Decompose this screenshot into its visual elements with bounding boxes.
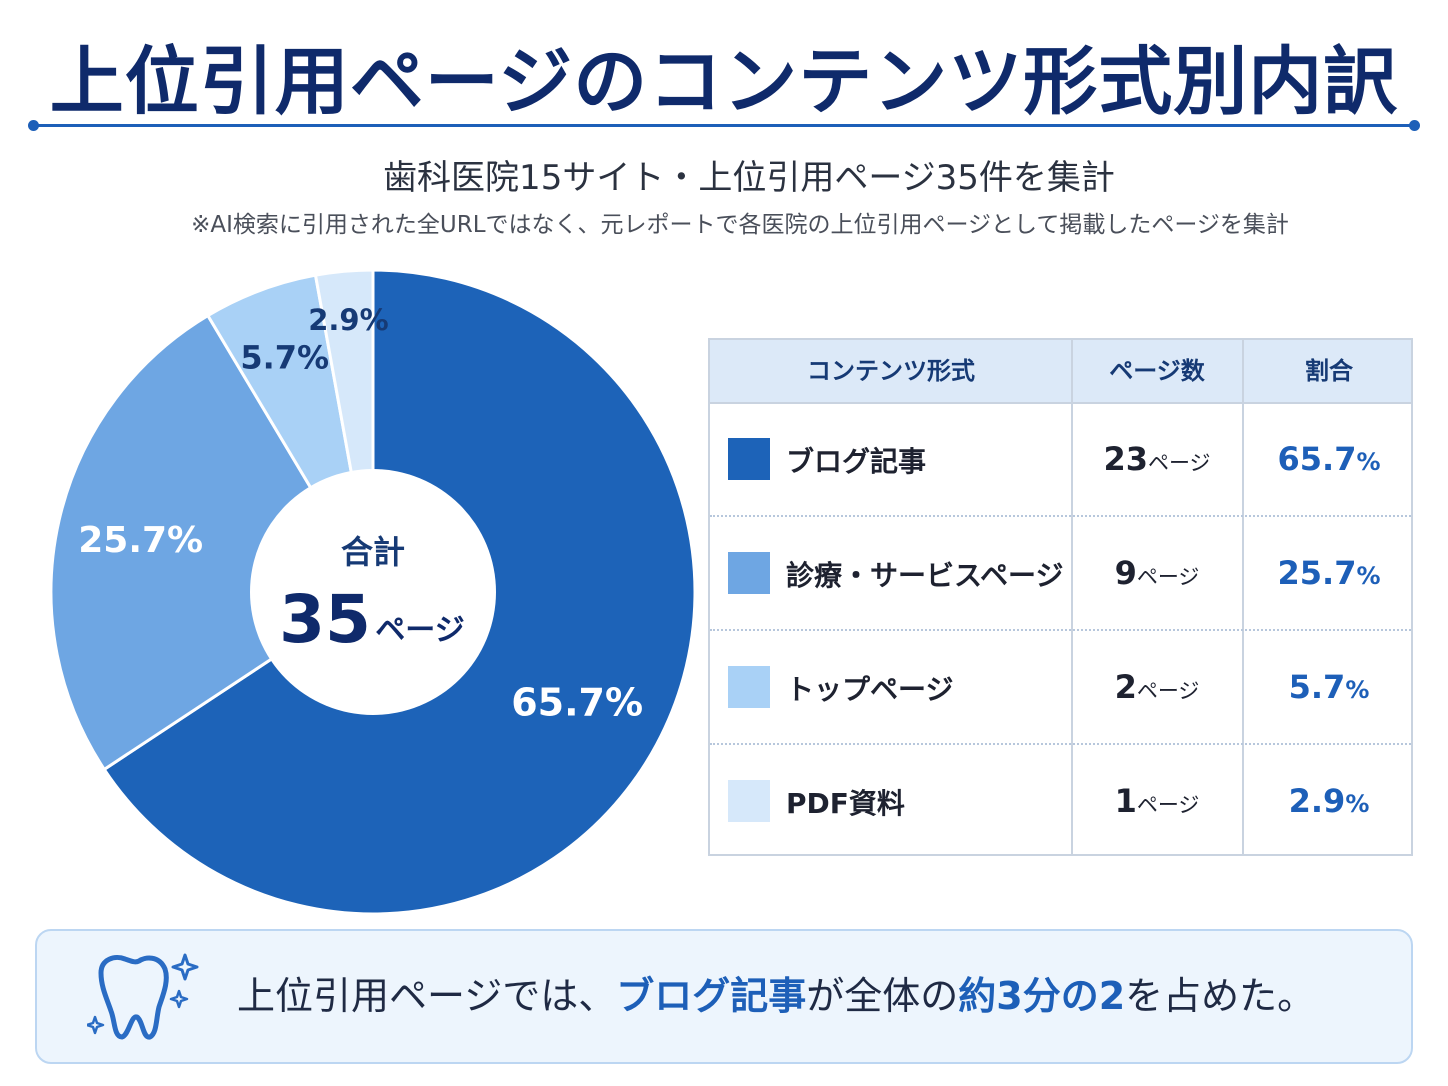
header-pages: ページ数	[1109, 357, 1205, 385]
pie-label-1: 65.7%	[511, 681, 643, 725]
summary-callout: 上位引用ページでは、ブログ記事が全体の約3分の2を占めた。	[35, 929, 1413, 1064]
title-divider	[33, 124, 1415, 127]
row-format-name: PDF資料	[786, 787, 905, 820]
pie-label-2: 25.7%	[78, 520, 203, 561]
column-divider	[1071, 340, 1073, 854]
footnote: ※AI検索に引用された全URLではなく、元レポートで各医院の上位引用ページとして…	[191, 212, 1289, 238]
row-pages-unit: ページ	[1147, 451, 1211, 475]
row-share: 25.7%	[1244, 554, 1414, 592]
row-pages-value: 23	[1103, 440, 1148, 478]
row-share-value: 5.7	[1288, 668, 1346, 706]
center-total-value: 35	[279, 581, 371, 658]
divider-dot-left	[28, 120, 39, 131]
pie-label-3: 5.7%	[240, 338, 329, 376]
row-share-value: 2.9	[1288, 782, 1346, 820]
breakdown-table: コンテンツ形式 ページ数 割合 ブログ記事 23ページ 65.7% 診療・サービ…	[708, 338, 1413, 856]
row-share-unit: %	[1356, 448, 1381, 476]
pie-label-4: 2.9%	[308, 303, 388, 337]
tooth-icon	[87, 953, 199, 1040]
row-pages-unit: ページ	[1136, 679, 1200, 703]
row-divider	[710, 515, 1411, 517]
row-share-unit: %	[1345, 676, 1370, 704]
summary-highlight: 約3分の2	[958, 974, 1126, 1018]
table-header: コンテンツ形式 ページ数 割合	[710, 340, 1411, 404]
table-row: ブログ記事 23ページ 65.7%	[710, 402, 1411, 515]
table-row: トップページ 2ページ 5.7%	[710, 630, 1411, 743]
row-pages-unit: ページ	[1136, 793, 1200, 817]
summary-text: 上位引用ページでは、ブログ記事が全体の約3分の2を占めた。	[237, 931, 1315, 1062]
legend-swatch	[728, 552, 770, 594]
row-share-value: 65.7	[1277, 440, 1357, 478]
summary-part: が全体の	[806, 974, 959, 1018]
donut-chart: 合計 35 ページ 65.7% 25.7% 5.7%2.9%	[49, 268, 697, 916]
summary-part: 上位引用ページでは、	[237, 974, 617, 1018]
header-format: コンテンツ形式	[807, 357, 975, 385]
center-label: 合計	[341, 533, 405, 571]
row-pages: 9ページ	[1072, 554, 1242, 592]
legend-swatch	[728, 666, 770, 708]
donut-hole	[250, 469, 496, 715]
center-total-unit: ページ	[375, 613, 464, 648]
row-pages-value: 9	[1114, 554, 1137, 592]
row-pages: 1ページ	[1072, 782, 1242, 820]
row-share: 65.7%	[1244, 440, 1414, 478]
summary-part: を占めた。	[1125, 974, 1316, 1018]
legend-swatch	[728, 780, 770, 822]
column-divider	[1242, 340, 1244, 854]
row-share: 5.7%	[1244, 668, 1414, 706]
row-pages-value: 2	[1114, 668, 1137, 706]
row-share-unit: %	[1345, 790, 1370, 818]
row-format-name: 診療・サービスページ	[786, 559, 1064, 592]
legend-swatch	[728, 438, 770, 480]
page-title: 上位引用ページのコンテンツ形式別内訳	[49, 39, 1399, 125]
table-row: PDF資料 1ページ 2.9%	[710, 744, 1411, 857]
row-divider	[710, 629, 1411, 631]
pie-slice-2	[49, 313, 376, 772]
header-share: 割合	[1305, 357, 1353, 385]
table-row: 診療・サービスページ 9ページ 25.7%	[710, 516, 1411, 629]
summary-highlight: ブログ記事	[616, 974, 807, 1018]
row-divider	[710, 743, 1411, 745]
row-share-value: 25.7	[1277, 554, 1357, 592]
subtitle: 歯科医院15サイト・上位引用ページ35件を集計	[383, 158, 1115, 198]
row-pages: 2ページ	[1072, 668, 1242, 706]
row-pages-unit: ページ	[1136, 565, 1200, 589]
row-share: 2.9%	[1244, 782, 1414, 820]
pie-labels: 65.7% 25.7% 5.7%2.9%	[78, 303, 643, 725]
row-pages: 23ページ	[1072, 440, 1242, 478]
row-format-name: トップページ	[786, 673, 954, 706]
divider-dot-right	[1409, 120, 1420, 131]
row-format-name: ブログ記事	[786, 445, 927, 478]
row-share-unit: %	[1356, 562, 1381, 590]
row-pages-value: 1	[1114, 782, 1137, 820]
